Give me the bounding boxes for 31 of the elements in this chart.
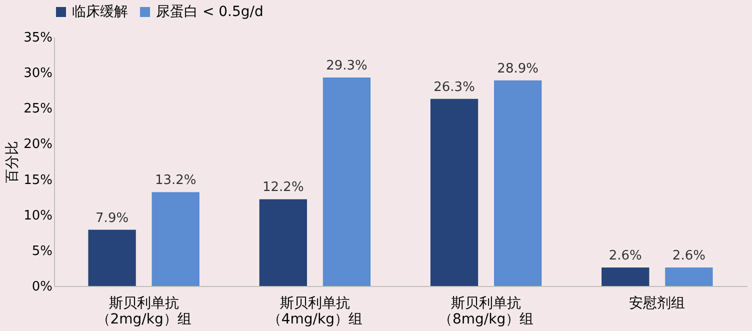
x-tick-label: 斯贝利单抗（4mg/kg）组 bbox=[267, 296, 363, 328]
y-tick-label: 30% bbox=[24, 66, 52, 82]
bar bbox=[259, 199, 307, 286]
y-tick-label: 15% bbox=[24, 172, 52, 188]
y-tick-label: 25% bbox=[24, 102, 52, 117]
y-tick-label: 5% bbox=[32, 244, 52, 259]
data-label: 2.6% bbox=[672, 248, 706, 264]
bar bbox=[602, 268, 650, 286]
x-tick-label: 安慰剂组 bbox=[629, 296, 686, 312]
y-tick-label: 0% bbox=[32, 280, 52, 294]
y-tick-label: 35% bbox=[24, 30, 52, 46]
y-tick-label: 10% bbox=[24, 208, 52, 224]
bar bbox=[494, 80, 542, 286]
bar bbox=[322, 78, 371, 286]
data-label: 29.3% bbox=[326, 58, 368, 74]
bar bbox=[152, 192, 200, 286]
data-label: 26.3% bbox=[434, 80, 475, 95]
legend-label: 临床缓解 bbox=[72, 4, 128, 20]
bar bbox=[665, 268, 713, 286]
x-tick-label: 斯贝利单抗（2mg/kg）组 bbox=[96, 296, 192, 328]
data-label: 13.2% bbox=[154, 173, 196, 188]
data-label: 28.9% bbox=[497, 61, 538, 76]
legend-label: 尿蛋白 < 0.5g/d bbox=[156, 4, 264, 20]
y-axis-title: 百分比 bbox=[4, 141, 21, 183]
data-label: 12.2% bbox=[262, 180, 304, 196]
bar bbox=[88, 230, 136, 286]
x-tick-label: 斯贝利单抗（8mg/kg）组 bbox=[438, 296, 534, 328]
bar bbox=[430, 98, 478, 286]
data-label: 7.9% bbox=[96, 210, 129, 226]
data-label: 2.6% bbox=[608, 248, 642, 264]
y-tick-label: 20% bbox=[24, 137, 52, 152]
